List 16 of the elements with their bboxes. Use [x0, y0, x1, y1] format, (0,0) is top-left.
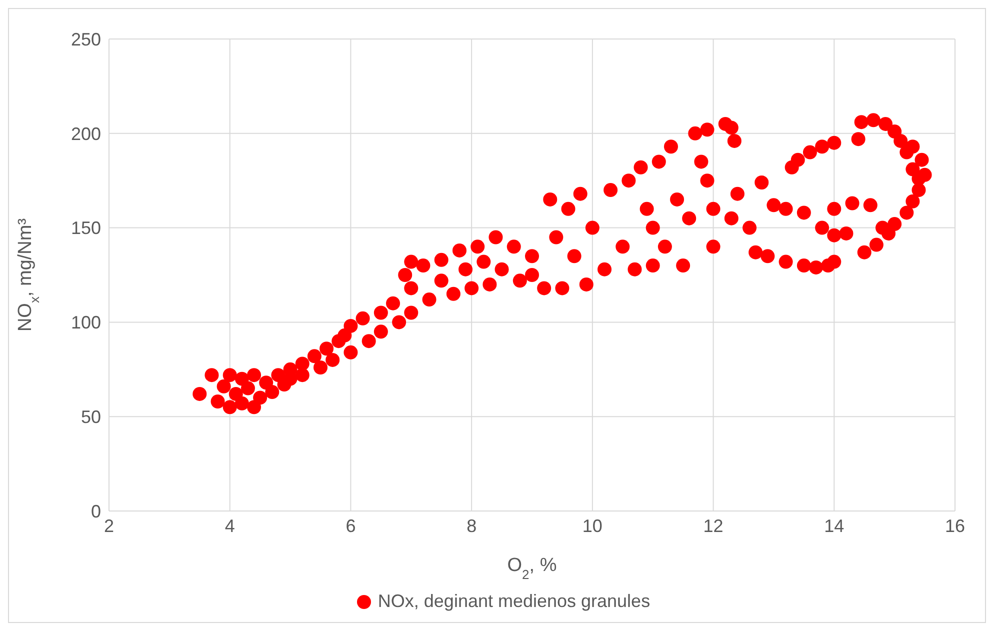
- x-tick-label: 10: [582, 516, 602, 536]
- y-tick-label: 100: [70, 312, 101, 333]
- y-tick-label: 50: [80, 406, 101, 427]
- x-tick-label: 6: [346, 516, 356, 536]
- y-tick-label: 200: [70, 124, 101, 144]
- x-tick-label: 4: [224, 516, 235, 536]
- y-tick-label: 0: [90, 501, 101, 522]
- x-tick-label: 12: [703, 516, 724, 536]
- legend-label: NOx, deginant medienos granules: [378, 591, 650, 612]
- x-tick-label: 2: [104, 516, 114, 536]
- x-tick-label: 8: [466, 516, 477, 536]
- x-axis-title: O$_{2}$, %: [507, 555, 557, 582]
- x-tick-label: 16: [944, 516, 966, 536]
- y-tick-label: 150: [70, 218, 101, 238]
- x-tick-label: 14: [824, 516, 844, 536]
- y-tick-label: 250: [70, 29, 101, 50]
